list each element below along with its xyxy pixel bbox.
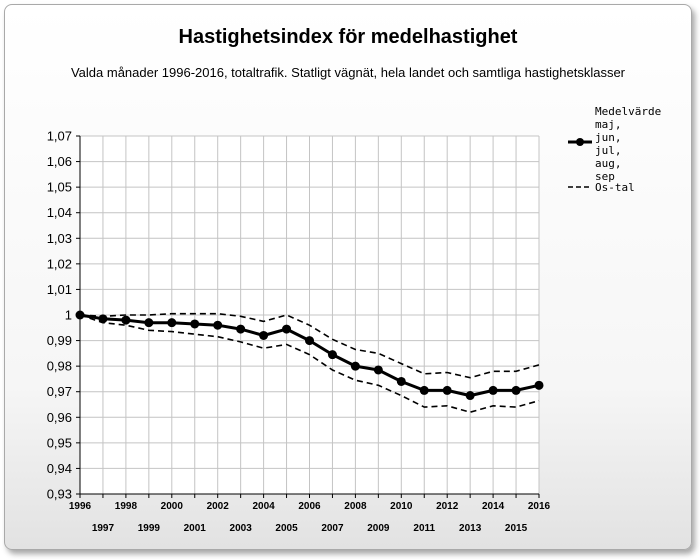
data-point (327, 350, 337, 360)
legend-marker-medelvarde (576, 138, 584, 146)
y-tick-label: 0,97 (47, 384, 72, 399)
legend-label-ostal: Os-tal (595, 181, 635, 194)
data-point (442, 385, 452, 395)
data-point (488, 385, 498, 395)
data-point (396, 376, 406, 386)
chart-frame: Hastighetsindex för medelhastighet Valda… (4, 4, 692, 550)
legend-label-medelvarde: sep (595, 170, 615, 183)
x-tick-label: 1999 (138, 523, 161, 534)
data-point (282, 324, 292, 334)
x-tick-label: 2011 (413, 523, 435, 534)
y-tick-label: 0,93 (47, 487, 72, 502)
y-tick-label: 1,01 (47, 282, 72, 297)
y-tick-label: 1,04 (47, 205, 72, 220)
x-tick-label: 2006 (298, 501, 321, 512)
y-tick-label: 0,95 (47, 435, 72, 450)
chart-title: Hastighetsindex för medelhastighet (179, 26, 518, 48)
x-tick-label: 2009 (367, 523, 390, 534)
x-tick-label: 2002 (207, 501, 230, 512)
x-tick-label: 2008 (344, 501, 367, 512)
y-tick-label: 0,99 (47, 333, 72, 348)
data-point (121, 315, 131, 325)
series-line-ostal-1 (79, 312, 540, 379)
y-tick-label: 1,06 (47, 154, 72, 169)
data-point (213, 320, 223, 330)
x-tick-label: 2015 (505, 523, 528, 534)
x-tick-label: 2003 (230, 523, 253, 534)
y-tick-label: 0,94 (47, 461, 72, 476)
data-point (511, 385, 521, 395)
data-point (190, 319, 200, 329)
data-point (350, 361, 360, 371)
legend-label-medelvarde: jul, (595, 144, 622, 157)
legend-label-medelvarde: maj, (595, 118, 622, 131)
data-point (167, 318, 177, 328)
y-tick-label: 1,03 (47, 231, 72, 246)
x-tick-label: 2005 (275, 523, 298, 534)
y-tick-label: 1,07 (47, 129, 72, 144)
x-tick-label: 2016 (528, 501, 551, 512)
y-tick-label: 0,98 (47, 359, 72, 374)
y-tick-label: 0,96 (47, 410, 72, 425)
legend-label-medelvarde: Medelvärde (595, 105, 661, 118)
data-point (144, 318, 154, 328)
data-point (259, 330, 269, 340)
chart-subtitle: Valda månader 1996-2016, totaltrafik. St… (71, 65, 626, 80)
x-tick-label: 1997 (92, 523, 115, 534)
line-chart: Hastighetsindex för medelhastighet Valda… (47, 26, 662, 535)
x-tick-label: 2012 (436, 501, 459, 512)
data-point (373, 365, 383, 375)
x-tick-label: 1996 (69, 501, 92, 512)
data-point (305, 336, 314, 346)
y-tick-label: 1 (65, 308, 72, 323)
y-tick-label: 1,05 (47, 180, 72, 195)
x-tick-label: 2014 (482, 501, 505, 512)
x-tick-label: 1998 (115, 501, 138, 512)
y-tick-label: 1,02 (47, 256, 72, 271)
x-tick-label: 2013 (459, 523, 482, 534)
x-tick-label: 2001 (184, 523, 207, 534)
x-tick-label: 2010 (390, 501, 413, 512)
legend-label-medelvarde: aug, (595, 157, 622, 170)
legend-label-medelvarde: jun, (595, 131, 622, 144)
data-point (534, 380, 544, 390)
data-point (419, 385, 429, 395)
plot-area: 0,93 0,94 0,95 0,96 0,97 0,98 0,99 1 1,01 1,02 1,0… (47, 129, 551, 535)
x-tick-label: 2007 (321, 523, 344, 534)
data-point (236, 324, 246, 334)
series-line-ostal-2 (79, 314, 540, 414)
data-point (465, 391, 475, 401)
x-tick-label: 2000 (161, 501, 184, 512)
x-tick-label: 2004 (252, 501, 275, 512)
